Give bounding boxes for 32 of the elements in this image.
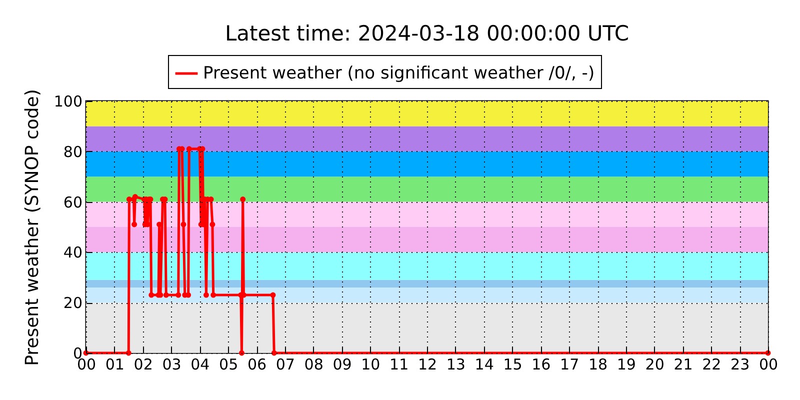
x-tick-label: 13	[446, 356, 466, 374]
x-tick-label: 08	[304, 356, 324, 374]
y-tick-label: 60	[63, 193, 82, 212]
legend-label: Present weather (no significant weather /0/, -)	[203, 64, 595, 84]
x-tick-label: 06	[247, 356, 267, 374]
x-tick-label: 14	[474, 356, 494, 374]
x-tick-label: 10	[361, 356, 380, 374]
x-tick-label: 22	[702, 356, 722, 374]
y-tick-label: 100	[54, 92, 82, 110]
x-tick-label: 21	[674, 356, 693, 374]
y-axis-title: Present weather (SYNOP code)	[22, 89, 43, 366]
chart-title: Latest time: 2024-03-18 00:00:00 UTC	[224, 22, 630, 46]
x-tick-label: 17	[560, 356, 580, 374]
x-tick-label: 18	[588, 356, 608, 374]
x-tick-label: 23	[730, 356, 750, 374]
x-tick-label: 12	[418, 356, 438, 374]
y-tick-label: 40	[63, 244, 82, 262]
x-tick-label: 19	[616, 356, 636, 374]
x-tick-label: 09	[332, 356, 352, 374]
y-tick-label: 80	[63, 142, 82, 161]
x-tick-label: 05	[219, 356, 238, 374]
x-tick-label: 00	[758, 356, 778, 374]
x-tick-label: 16	[532, 356, 551, 374]
x-tick-label: 01	[105, 356, 124, 374]
x-tick-label: 04	[190, 356, 210, 374]
y-tick-label: 20	[63, 294, 82, 312]
x-tick-label: 11	[390, 356, 409, 374]
x-tick-label: 02	[134, 356, 153, 374]
x-tick-label: 03	[162, 356, 182, 374]
x-tick-label: 20	[645, 356, 664, 374]
x-tick-label: 15	[503, 356, 522, 374]
x-tick-label: 07	[276, 356, 295, 374]
